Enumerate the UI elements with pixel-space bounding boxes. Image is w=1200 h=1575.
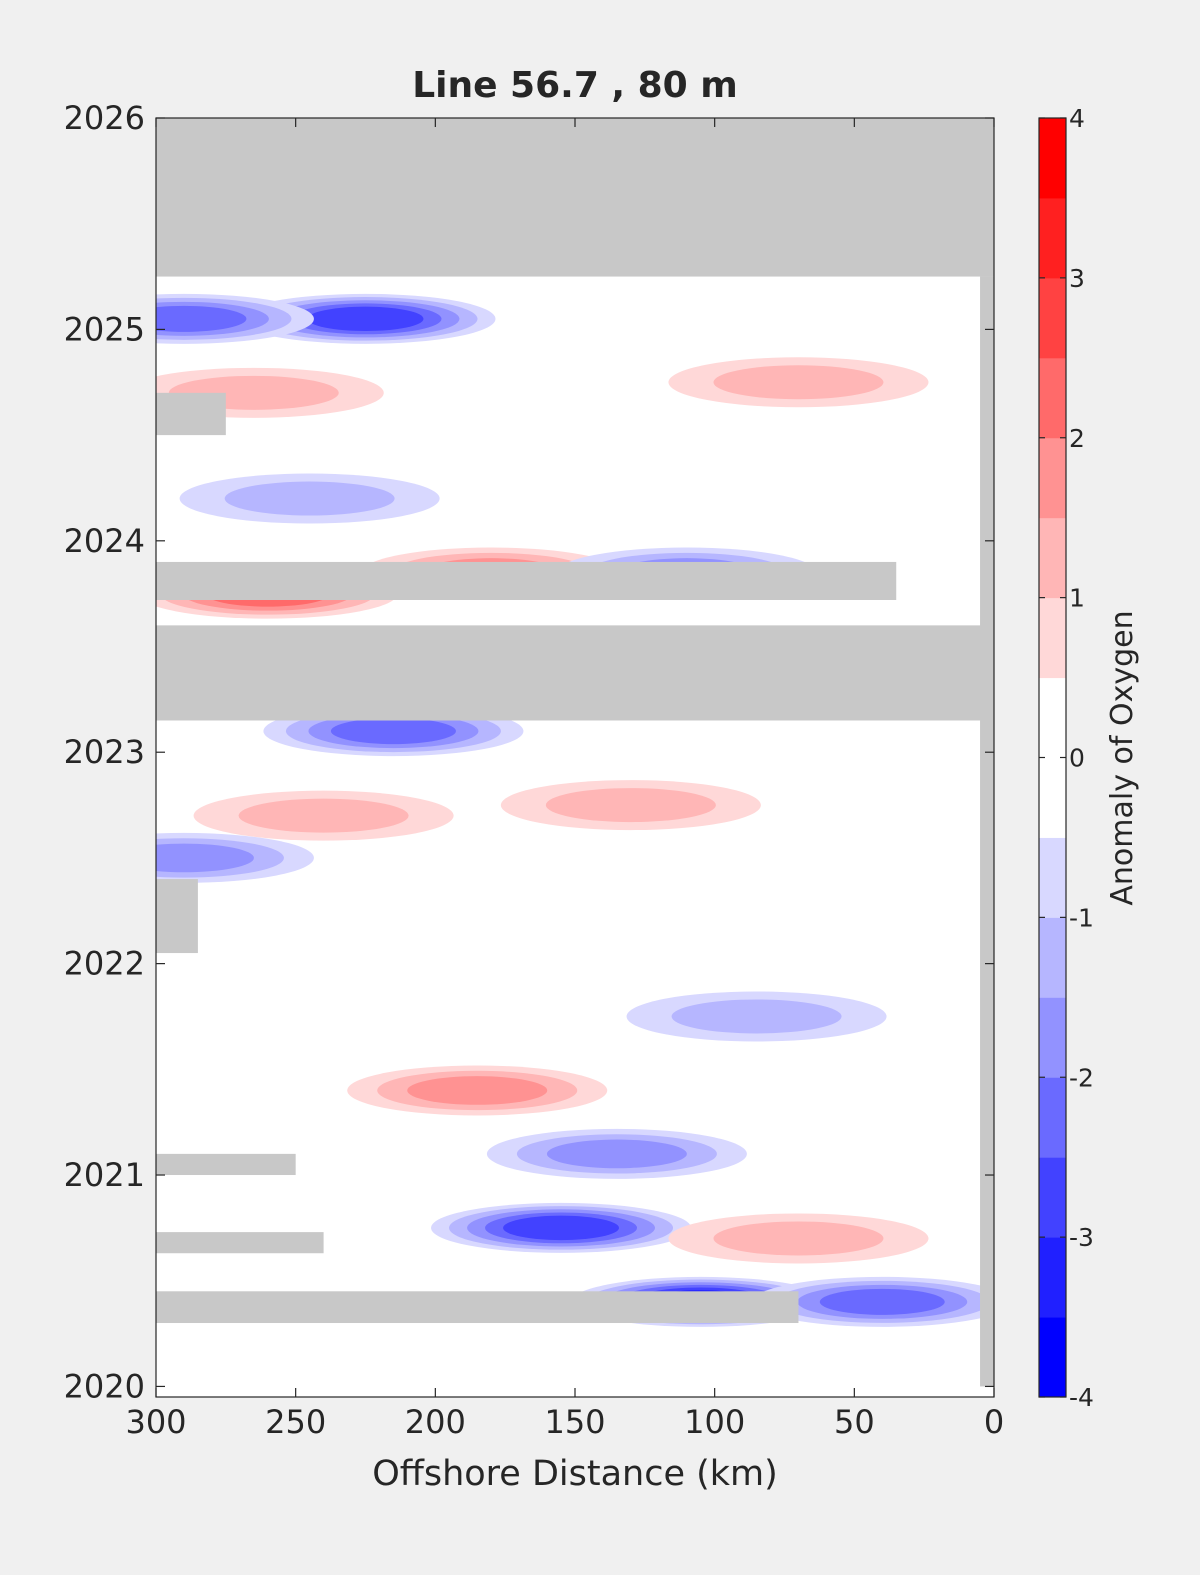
anomaly-contour bbox=[238, 798, 409, 833]
colorbar-band bbox=[1039, 677, 1066, 758]
colorbar-band bbox=[1039, 197, 1066, 279]
x-axis-label: Offshore Distance (km) bbox=[372, 1454, 778, 1494]
missing-data-region bbox=[156, 625, 994, 721]
missing-data-mask bbox=[156, 118, 994, 1387]
missing-data-region bbox=[156, 561, 897, 601]
anomaly-blob bbox=[431, 1202, 692, 1253]
anomaly-contour bbox=[307, 306, 424, 332]
y-tick-label: 2021 bbox=[64, 1156, 145, 1194]
colorbar-band bbox=[1039, 517, 1066, 599]
x-tick-label: 100 bbox=[684, 1403, 745, 1441]
colorbar-tick-label: -3 bbox=[1069, 1223, 1094, 1252]
missing-data-region bbox=[156, 1232, 324, 1254]
colorbar-tick-label: 4 bbox=[1069, 104, 1085, 133]
y-axis: 2020 2021 2022 2023 2024 2025 2026 bbox=[64, 99, 994, 1405]
colorbar-tick-label: 2 bbox=[1069, 424, 1085, 453]
anomaly-blob bbox=[156, 293, 314, 344]
colorbar-band bbox=[1039, 997, 1066, 1078]
x-tick-label: 300 bbox=[125, 1403, 186, 1441]
colorbar-band bbox=[1039, 1237, 1066, 1318]
x-tick-label: 200 bbox=[405, 1403, 466, 1441]
anomaly-contour bbox=[407, 1076, 548, 1105]
x-tick-label: 50 bbox=[834, 1403, 875, 1441]
anomaly-contour bbox=[156, 305, 247, 332]
y-tick-label: 2026 bbox=[64, 99, 145, 137]
missing-data-region bbox=[156, 118, 994, 277]
colorbar-tick-label: 3 bbox=[1069, 264, 1085, 293]
anomaly-contour bbox=[503, 1215, 620, 1241]
colorbar-band bbox=[1039, 357, 1066, 439]
colorbar-band bbox=[1039, 437, 1066, 519]
x-tick-label: 250 bbox=[265, 1403, 326, 1441]
anomaly-blob bbox=[668, 1213, 929, 1264]
y-tick-label: 2024 bbox=[64, 522, 145, 560]
colorbar-band bbox=[1039, 277, 1066, 359]
anomaly-contour bbox=[546, 1139, 687, 1169]
colorbar-tick-label: -1 bbox=[1069, 903, 1094, 932]
chart-title: Line 56.7 , 80 m bbox=[412, 65, 738, 106]
colorbar-band bbox=[1039, 917, 1066, 998]
anomaly-blob bbox=[235, 293, 496, 344]
plot-area: 300 250 200 150 100 50 0 202020212022202320242… bbox=[64, 99, 1005, 1441]
anomaly-blob bbox=[486, 1128, 747, 1179]
missing-data-region bbox=[156, 392, 226, 436]
colorbar-tick-label: -4 bbox=[1069, 1383, 1094, 1412]
missing-data-region bbox=[156, 1291, 799, 1324]
anomaly-field bbox=[156, 293, 994, 1327]
missing-data-region bbox=[980, 276, 994, 1387]
x-axis: 300 250 200 150 100 50 0 bbox=[125, 118, 1004, 1441]
y-tick-label: 2020 bbox=[64, 1367, 145, 1405]
x-tick-label: 150 bbox=[544, 1403, 605, 1441]
colorbar-band bbox=[1039, 757, 1066, 838]
anomaly-blob bbox=[752, 1276, 994, 1327]
y-tick-label: 2022 bbox=[64, 945, 145, 983]
colorbar-tick-label: -2 bbox=[1069, 1063, 1094, 1092]
anomaly-contour bbox=[713, 1221, 884, 1256]
anomaly-blob bbox=[626, 991, 887, 1042]
anomaly-contour bbox=[713, 365, 884, 400]
anomaly-blob bbox=[156, 832, 314, 883]
anomaly-blob bbox=[668, 357, 929, 408]
colorbar-band bbox=[1039, 1077, 1066, 1158]
anomaly-contour bbox=[330, 718, 456, 745]
colorbar-tick-label: 1 bbox=[1069, 584, 1085, 613]
anomaly-blob bbox=[179, 473, 440, 524]
colorbar-bands bbox=[1039, 118, 1066, 1398]
anomaly-contour bbox=[671, 999, 842, 1034]
anomaly-blob bbox=[193, 790, 454, 841]
missing-data-region bbox=[156, 1153, 296, 1176]
colorbar-label: Anomaly of Oxygen bbox=[1105, 610, 1140, 905]
missing-data-region bbox=[156, 879, 198, 954]
colorbar: 4 3 2 1 0 -1 -2 -3 -4 Anomaly of Oxygen bbox=[1038, 104, 1140, 1412]
anomaly-blob bbox=[500, 780, 761, 831]
y-tick-label: 2023 bbox=[64, 733, 145, 771]
colorbar-band bbox=[1039, 118, 1066, 199]
x-tick-label: 0 bbox=[984, 1403, 1004, 1441]
colorbar-tick-label: 0 bbox=[1069, 744, 1085, 773]
anomaly-contour bbox=[224, 481, 395, 516]
anomaly-contour bbox=[545, 788, 716, 823]
colorbar-band bbox=[1039, 1157, 1066, 1238]
anomaly-blob bbox=[347, 1065, 608, 1116]
colorbar-band bbox=[1039, 1317, 1066, 1398]
colorbar-band bbox=[1039, 597, 1066, 679]
anomaly-contour bbox=[156, 843, 254, 873]
anomaly-contour bbox=[819, 1288, 945, 1315]
colorbar-band bbox=[1039, 837, 1066, 918]
y-tick-label: 2025 bbox=[64, 310, 145, 348]
colorbar-ticks: 4 3 2 1 0 -1 -2 -3 -4 bbox=[1039, 104, 1094, 1412]
